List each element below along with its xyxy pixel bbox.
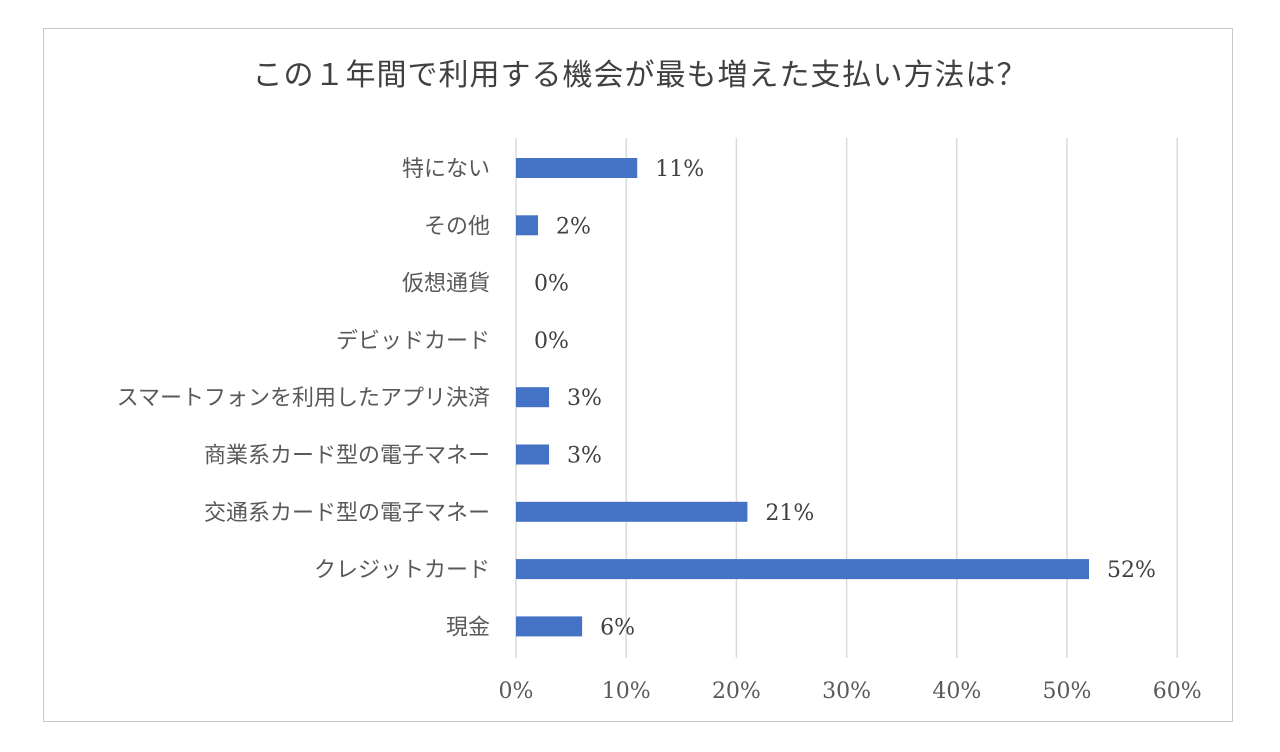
data-label: 0%	[534, 329, 569, 354]
category-label: スマートフォンを利用したアプリ決済	[117, 386, 490, 411]
category-label: 現金	[446, 615, 490, 640]
category-label: クレジットカード	[314, 558, 490, 583]
bar	[516, 616, 583, 637]
data-label: 0%	[534, 272, 569, 297]
data-label: 2%	[556, 214, 591, 239]
category-label: 交通系カード型の電子マネー	[204, 501, 490, 526]
x-tick-label: 60%	[1153, 679, 1202, 704]
bar	[516, 158, 638, 178]
bar	[516, 215, 539, 236]
category-label: その他	[424, 214, 490, 239]
category-label: 仮想通貨	[402, 272, 490, 297]
data-label: 3%	[567, 386, 602, 411]
chart-title: この１年間で利用する機会が最も増えた支払い方法は？	[252, 58, 1028, 93]
chart-frame	[43, 28, 1233, 722]
grid-lines	[515, 138, 1178, 658]
data-label: 3%	[567, 444, 602, 469]
bar	[516, 559, 1090, 580]
bars	[516, 158, 1090, 637]
x-tick-label: 0%	[499, 679, 534, 704]
data-label: 21%	[765, 501, 814, 526]
x-tick-label: 20%	[712, 679, 761, 704]
data-label: 11%	[655, 157, 704, 182]
bar	[516, 387, 550, 408]
category-label: 商業系カード型の電子マネー	[204, 444, 490, 469]
x-tick-label: 40%	[932, 679, 981, 704]
data-label: 6%	[600, 615, 635, 640]
x-tick-label: 50%	[1043, 679, 1092, 704]
bar	[516, 444, 550, 465]
category-label: 特にない	[402, 157, 490, 182]
data-label: 52%	[1107, 558, 1156, 583]
category-label: デビッドカード	[336, 329, 490, 354]
labels: 0% 10% 20% 30% 40% 50% 60% 特にない 11% その他 2% 仮想通貨 0% デビ…	[117, 157, 1202, 704]
x-tick-label: 30%	[822, 679, 871, 704]
x-tick-label: 10%	[602, 679, 651, 704]
bar	[516, 501, 748, 522]
